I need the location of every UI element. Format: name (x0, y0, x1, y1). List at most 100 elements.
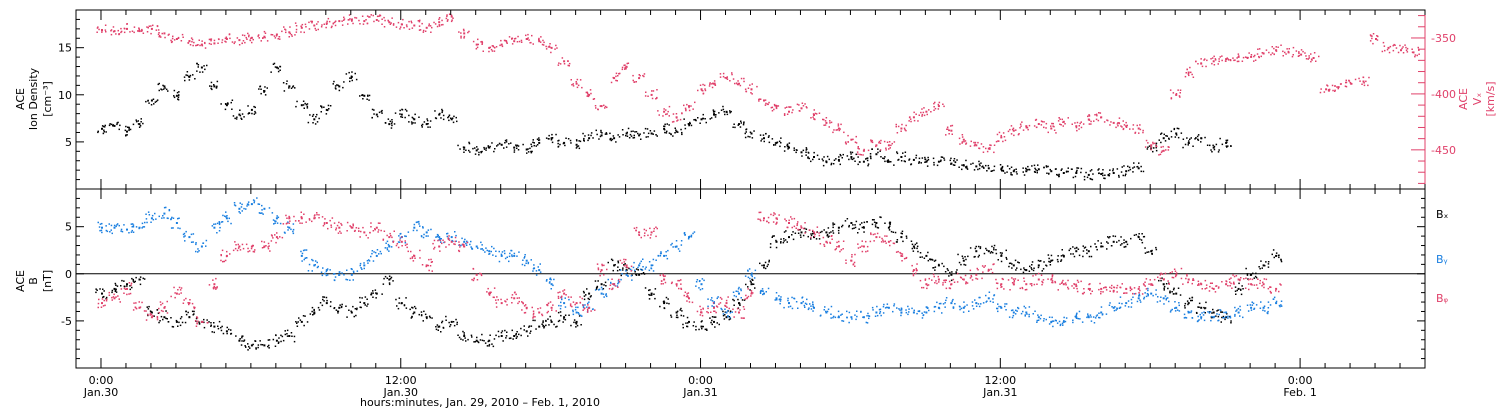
top-red-point-84 (1144, 139, 1158, 151)
bottom-by-point-90 (1219, 309, 1232, 319)
top-black-point-88 (1194, 134, 1206, 143)
bottom-by-point-85 (1156, 295, 1170, 305)
top-red-point-28 (445, 13, 454, 23)
top-black-point-80 (1097, 168, 1106, 180)
top-black-point-35 (532, 137, 541, 147)
bottom-by-point-82 (1119, 296, 1133, 309)
bottom-bz-point-82 (1119, 283, 1133, 294)
bottom-by-point-0 (97, 221, 109, 234)
top-red-point-82 (1120, 120, 1131, 131)
top-red-point-76 (1045, 122, 1057, 134)
bottom-bx-point-24 (395, 297, 408, 310)
x-tick-date-3: Jan.31 (982, 386, 1017, 399)
bottom-bx-point-17 (309, 306, 321, 316)
top-black-point-86 (1170, 127, 1183, 139)
top-red-point-9 (208, 38, 220, 45)
bottom-bz-point-41 (608, 278, 621, 291)
bottom-by-point-54 (774, 292, 782, 305)
bottom-bz-point-90 (1221, 277, 1233, 289)
bottom-bz-point-73 (1007, 277, 1019, 291)
x-tick-date-1: Jan.30 (383, 386, 418, 399)
top-red-point-73 (1007, 125, 1020, 137)
bottom-by-point-61 (860, 310, 871, 324)
bottom-by-point-80 (1094, 306, 1108, 319)
bottom-bz-point-25 (407, 249, 421, 262)
bottom-by-point-58 (819, 305, 833, 319)
top-red-point-56 (796, 102, 808, 112)
bottom-bx-point-88 (1195, 301, 1207, 314)
top-red-point-35 (532, 36, 545, 46)
top-black-point-75 (1033, 164, 1045, 174)
bottom-by-point-77 (1056, 316, 1068, 327)
bottom-bx-point-18 (319, 296, 332, 308)
top-red-point-26 (419, 22, 433, 33)
top-black-point-56 (795, 147, 808, 157)
top-left-y-axis: 5 10 15 (58, 18, 84, 181)
top-black-point-39 (582, 132, 594, 142)
bottom-by-point-56 (795, 296, 808, 309)
bottom-bx-point-48 (695, 320, 708, 331)
top-red-point-70 (969, 140, 983, 150)
bottom-bx-point-0 (95, 288, 108, 300)
top-red-point-102 (1369, 33, 1379, 45)
bottom-by-point-88 (1196, 311, 1206, 323)
bottom-by-point-21 (359, 259, 371, 270)
top-black-point-68 (949, 157, 958, 166)
top-black-point-37 (557, 137, 570, 148)
bottom-bz-point-92 (1244, 277, 1258, 291)
bottom-bx-point-12 (245, 340, 257, 351)
top-red-point-104 (1394, 44, 1408, 54)
top-red-point-105 (1406, 46, 1420, 58)
top-black-point-3 (132, 118, 144, 128)
bottom-bx-point-59 (832, 222, 844, 234)
bottom-by-point-2 (120, 223, 134, 234)
bottom-bx-point-73 (1008, 259, 1020, 271)
top-black-point-62 (869, 148, 882, 160)
bottom-bx-point-27 (435, 320, 445, 333)
top-red-point-4 (146, 24, 159, 35)
top-panel: 5 10 15 -350 -400 -450 ACE Ion Density [cm⁻³… (14, 9, 1497, 190)
bottom-bx-point-80 (1094, 240, 1108, 251)
bottom-bx-point-40 (594, 280, 607, 290)
top-red-point-31 (482, 45, 496, 53)
top-black-point-87 (1182, 137, 1194, 149)
bottom-by-point-22 (370, 249, 382, 262)
top-red-point-95 (1282, 46, 1295, 58)
bottom-ylabel-line-1: ACE (14, 270, 27, 292)
top-ylabel-right-line-1: Vₓ (1471, 93, 1484, 106)
top-black-point-77 (1057, 167, 1069, 178)
top-red-point-18 (320, 17, 333, 29)
bottom-bz-point-75 (1032, 272, 1045, 286)
bottom-by-point-28 (446, 231, 457, 243)
bottom-by-point-43 (632, 258, 644, 272)
top-red-point-59 (832, 123, 845, 134)
bottom-bz-point-84 (1144, 278, 1156, 290)
x-tick-time-2: 0:00 (688, 374, 713, 387)
bottom-by-point-73 (1008, 306, 1020, 319)
bottom-bz-point-89 (1208, 282, 1220, 293)
top-red-point-88 (1195, 58, 1208, 68)
top-black-point-84 (1146, 142, 1158, 153)
bottom-by-point-38 (572, 306, 583, 317)
top-black-point-50 (720, 105, 732, 116)
bottom-bx-point-1 (111, 282, 119, 294)
bottom-bx-point-77 (1056, 249, 1070, 263)
top-black-point-78 (1070, 167, 1083, 179)
top-right-ytick-label-2: -450 (1431, 144, 1456, 157)
bottom-bx-point-54 (769, 235, 782, 249)
top-black-point-29 (457, 141, 471, 153)
top-black-point-52 (744, 128, 755, 139)
top-black-point-0 (97, 124, 107, 135)
top-black-point-82 (1120, 165, 1132, 177)
top-red-point-32 (495, 39, 508, 48)
bottom-by-point-62 (871, 305, 882, 317)
top-black-point-2 (124, 125, 132, 137)
top-black-point-27 (434, 108, 445, 121)
top-red-point-49 (708, 80, 717, 89)
bottom-bx-point-55 (782, 230, 795, 244)
bottom-bz-point-68 (944, 278, 956, 290)
top-red-point-29 (458, 28, 470, 39)
bottom-bz-point-69 (956, 272, 969, 285)
bottom-bz-point-10 (220, 249, 231, 263)
top-black-point-73 (1006, 165, 1018, 176)
